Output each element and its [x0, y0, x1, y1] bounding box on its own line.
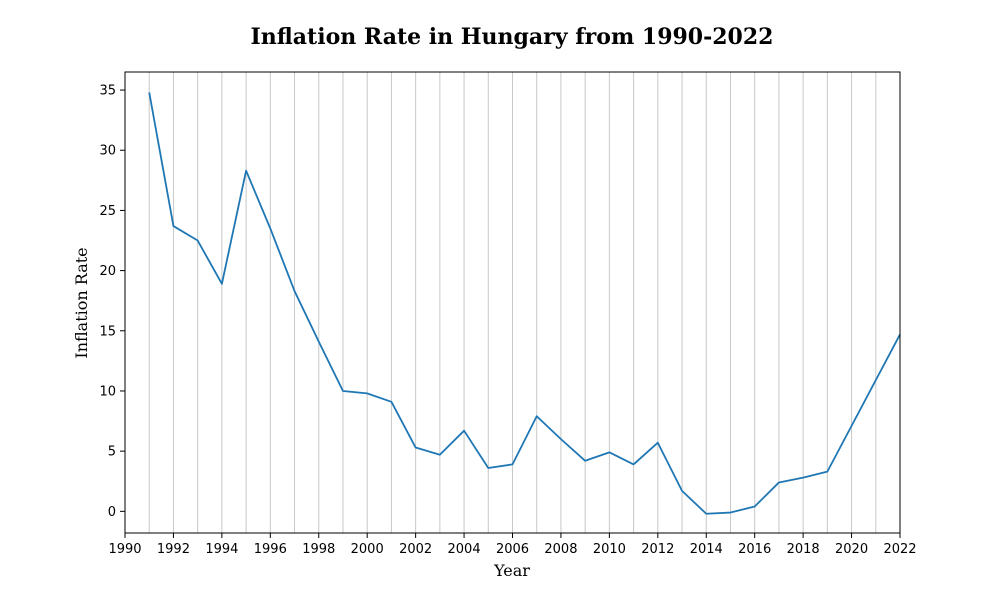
x-tick-label: 2018 [787, 542, 820, 557]
x-tick-label: 2000 [351, 542, 384, 557]
y-axis: 0 5 10 15 20 25 30 35 [99, 84, 125, 520]
x-tick-label: 2008 [544, 542, 577, 557]
x-axis: 1990 1992 1994 1996 1998 2000 2002 2004 2006 2008… [108, 533, 917, 557]
x-tick-label: 1998 [302, 542, 335, 557]
y-tick-label: 0 [108, 505, 116, 520]
grid-lines [148, 72, 877, 533]
x-axis-label: Year [493, 561, 530, 580]
y-tick-label: 35 [99, 84, 116, 99]
y-tick-label: 15 [99, 324, 116, 339]
y-axis-label: Inflation Rate [72, 247, 91, 358]
x-tick-label: 2006 [496, 542, 529, 557]
x-tick-label: 2004 [448, 542, 481, 557]
y-tick-label: 25 [99, 204, 116, 219]
x-tick-label: 1992 [157, 542, 190, 557]
x-tick-label: 2012 [641, 542, 674, 557]
x-tick-label: 2002 [399, 542, 432, 557]
x-tick-label: 2022 [883, 542, 916, 557]
x-tick-label: 1996 [254, 542, 287, 557]
y-tick-label: 30 [99, 144, 116, 159]
y-tick-label: 10 [99, 384, 116, 399]
x-tick-label: 1990 [108, 542, 141, 557]
x-tick-label: 1994 [205, 542, 238, 557]
x-tick-label: 2014 [690, 542, 723, 557]
x-tick-label: 2016 [738, 542, 771, 557]
y-tick-label: 5 [108, 445, 116, 460]
chart-title: Inflation Rate in Hungary from 1990-2022 [251, 24, 774, 50]
series-line [148, 92, 901, 515]
x-tick-label: 2020 [835, 542, 868, 557]
x-tick-label: 2010 [593, 542, 626, 557]
series-group [148, 92, 901, 515]
y-tick-label: 20 [99, 264, 116, 279]
